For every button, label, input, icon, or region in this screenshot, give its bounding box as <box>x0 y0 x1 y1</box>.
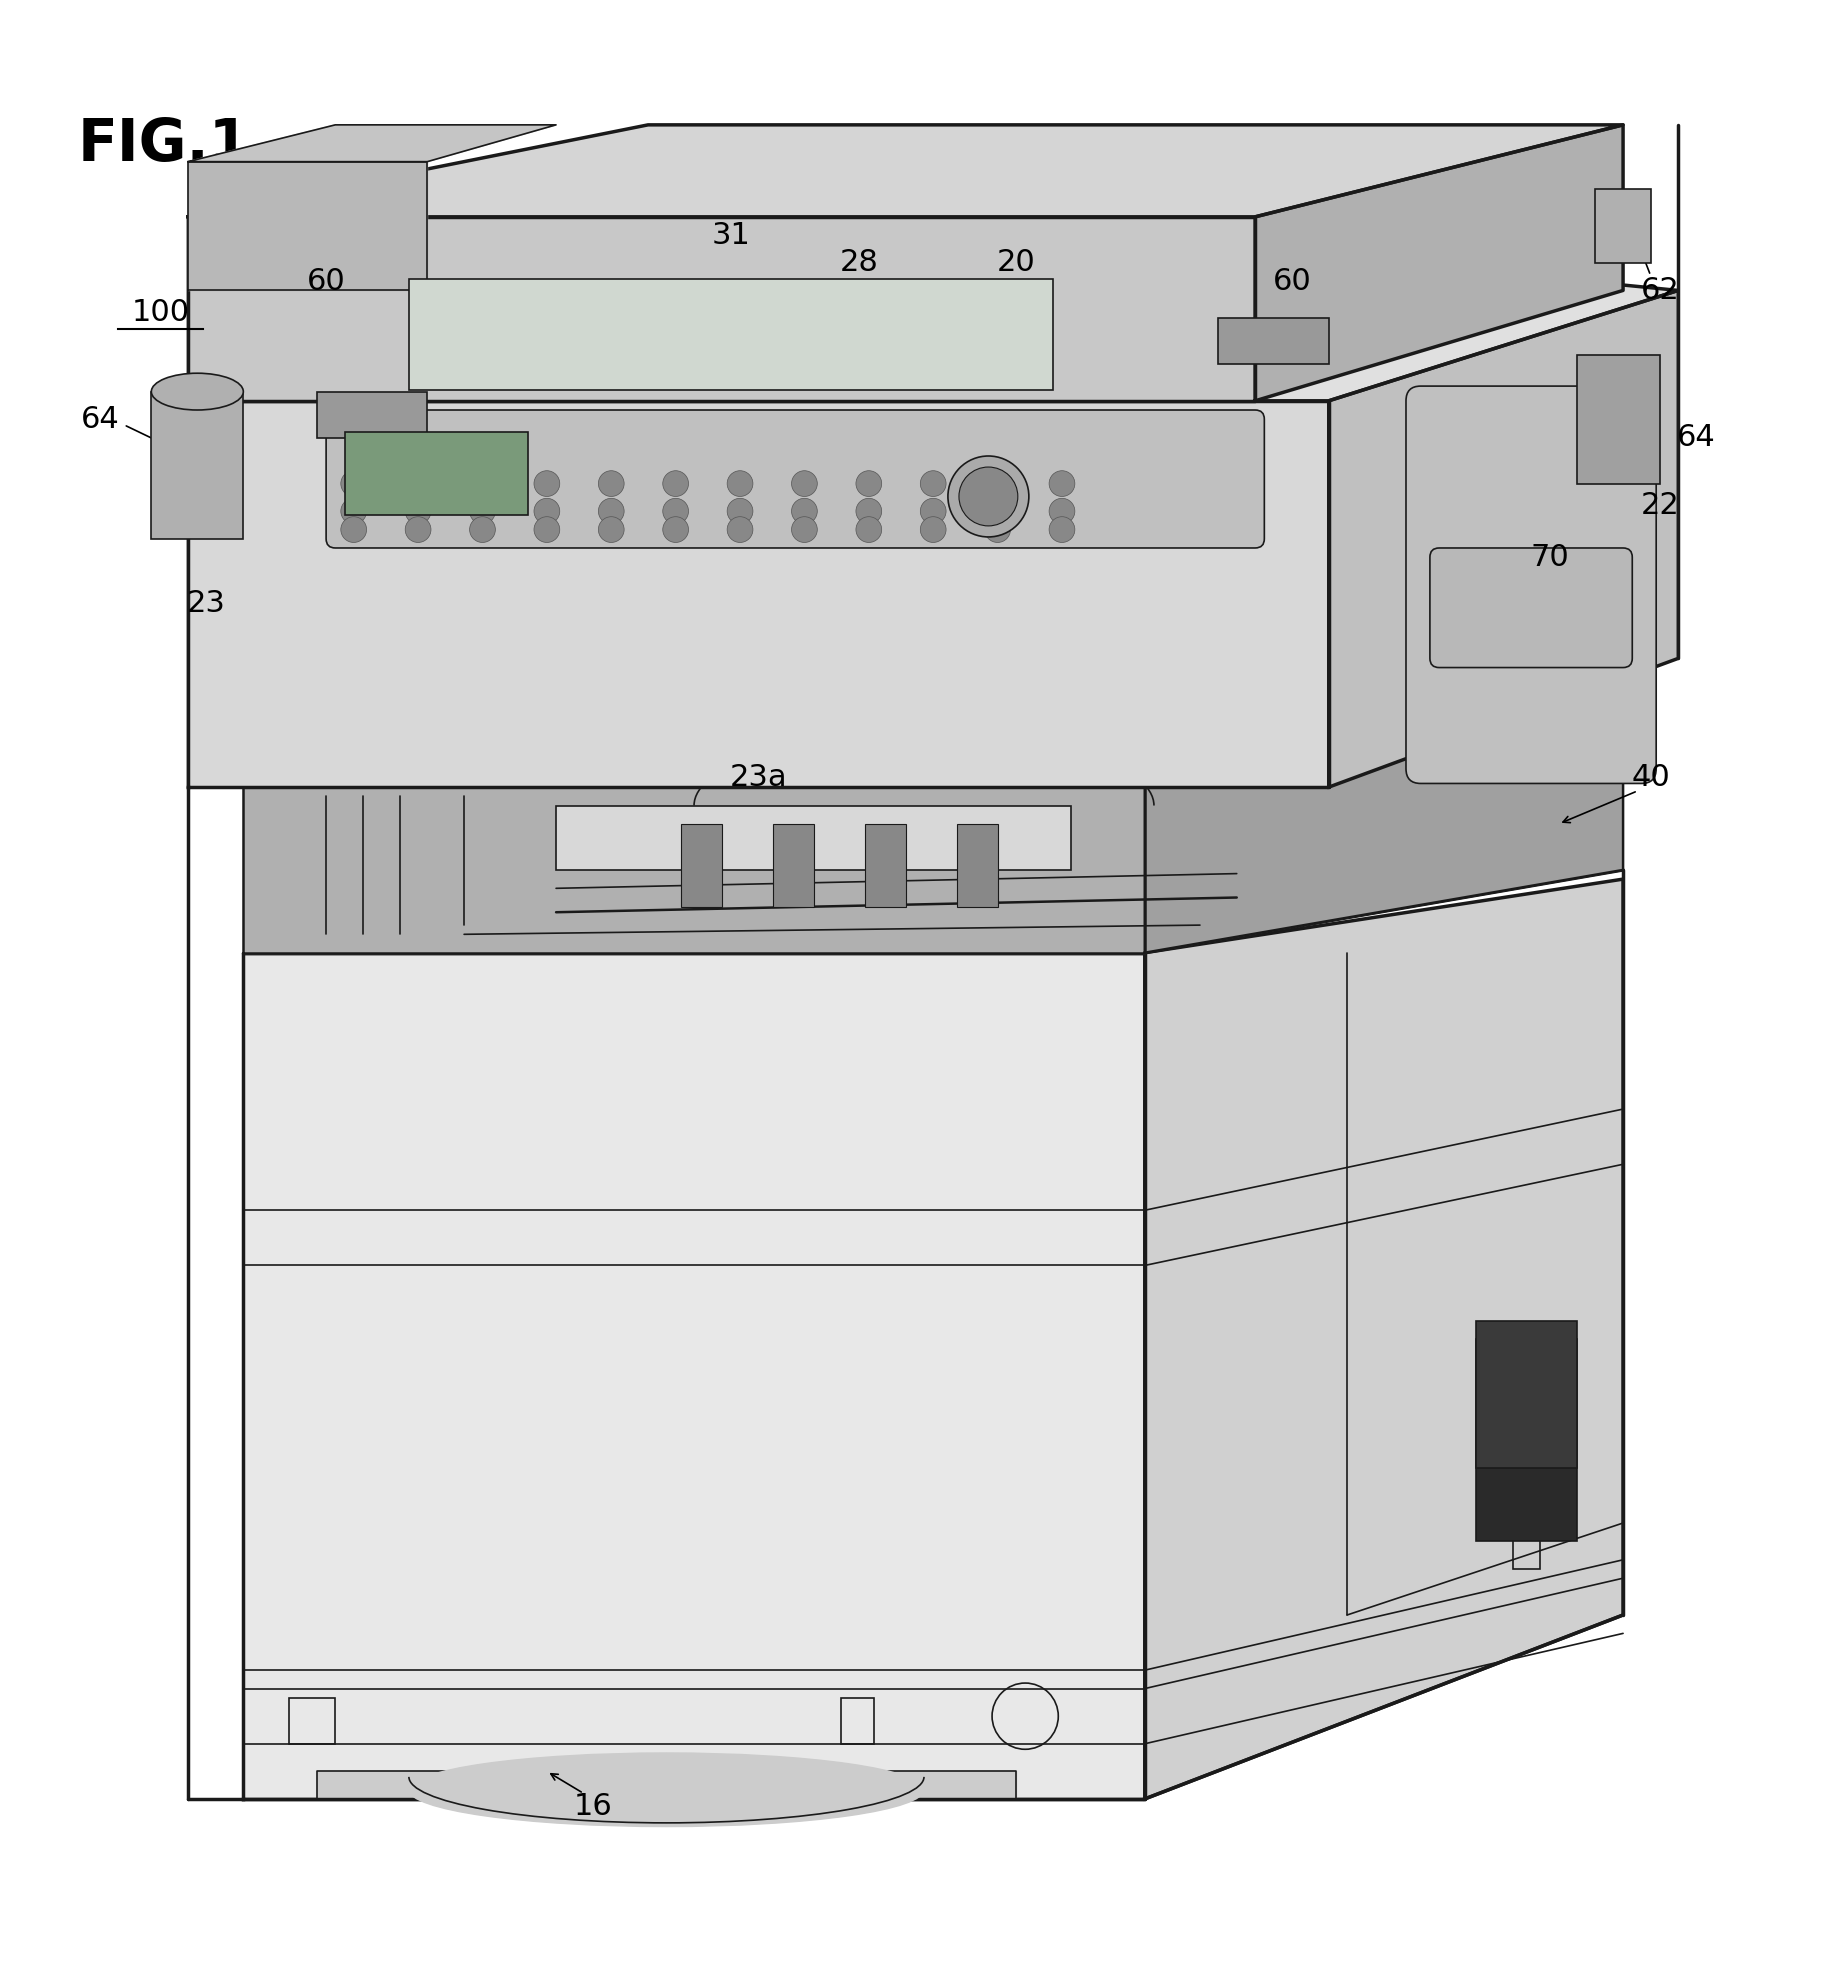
Circle shape <box>534 471 560 497</box>
Bar <box>556 805 1072 871</box>
Text: 62: 62 <box>1641 275 1680 305</box>
Circle shape <box>405 471 431 497</box>
Bar <box>152 392 244 538</box>
Polygon shape <box>188 218 1255 402</box>
Bar <box>1595 190 1650 263</box>
Circle shape <box>599 471 625 497</box>
Text: 23a: 23a <box>730 764 787 792</box>
Bar <box>316 392 427 437</box>
Circle shape <box>469 517 495 542</box>
Circle shape <box>405 499 431 524</box>
Circle shape <box>340 471 366 497</box>
Circle shape <box>469 471 495 497</box>
Polygon shape <box>188 125 556 162</box>
Circle shape <box>948 455 1029 536</box>
Circle shape <box>726 517 752 542</box>
Text: 23: 23 <box>187 588 225 617</box>
FancyBboxPatch shape <box>1406 386 1656 784</box>
Bar <box>408 279 1053 390</box>
Text: 16: 16 <box>573 1791 612 1821</box>
Circle shape <box>959 467 1018 526</box>
Polygon shape <box>244 621 1623 788</box>
Circle shape <box>856 517 881 542</box>
Circle shape <box>534 499 560 524</box>
Circle shape <box>726 471 752 497</box>
Circle shape <box>663 471 689 497</box>
Circle shape <box>663 499 689 524</box>
Polygon shape <box>244 788 1144 952</box>
Circle shape <box>985 517 1011 542</box>
Polygon shape <box>188 162 427 291</box>
Circle shape <box>1050 517 1076 542</box>
Circle shape <box>405 517 431 542</box>
Circle shape <box>920 517 946 542</box>
Circle shape <box>1050 499 1076 524</box>
Circle shape <box>726 499 752 524</box>
Polygon shape <box>1255 125 1623 402</box>
Text: 60: 60 <box>307 267 346 295</box>
Text: 20: 20 <box>996 247 1035 277</box>
Polygon shape <box>188 402 1329 788</box>
Bar <box>1477 1340 1576 1542</box>
Polygon shape <box>1144 714 1623 952</box>
Ellipse shape <box>152 374 244 410</box>
Text: 22: 22 <box>1641 491 1680 520</box>
Text: 64: 64 <box>81 404 120 433</box>
FancyBboxPatch shape <box>325 410 1264 548</box>
Circle shape <box>920 499 946 524</box>
Bar <box>1576 354 1660 483</box>
Polygon shape <box>316 1771 1016 1799</box>
Circle shape <box>791 471 817 497</box>
Circle shape <box>469 499 495 524</box>
Ellipse shape <box>408 1753 924 1827</box>
FancyBboxPatch shape <box>1430 548 1632 667</box>
Text: 70: 70 <box>1530 542 1569 572</box>
Bar <box>344 431 529 515</box>
Bar <box>1218 319 1329 364</box>
Polygon shape <box>244 952 1144 1799</box>
Text: 40: 40 <box>1632 764 1671 792</box>
Text: FIG.1: FIG.1 <box>78 115 249 172</box>
Circle shape <box>985 471 1011 497</box>
Circle shape <box>599 499 625 524</box>
Bar <box>1477 1320 1576 1468</box>
Text: 64: 64 <box>1678 424 1717 451</box>
Bar <box>772 823 813 906</box>
Text: 100: 100 <box>131 299 190 327</box>
Bar <box>957 823 998 906</box>
Bar <box>1514 1532 1539 1569</box>
Circle shape <box>985 499 1011 524</box>
Bar <box>290 1698 334 1743</box>
Polygon shape <box>1329 291 1678 788</box>
Bar <box>682 823 721 906</box>
Circle shape <box>920 471 946 497</box>
Text: 31: 31 <box>711 222 750 249</box>
Polygon shape <box>1144 879 1623 1799</box>
Circle shape <box>856 499 881 524</box>
Text: 28: 28 <box>841 247 880 277</box>
Circle shape <box>791 499 817 524</box>
Text: 60: 60 <box>1273 267 1312 295</box>
Circle shape <box>340 499 366 524</box>
Circle shape <box>534 517 560 542</box>
Circle shape <box>340 517 366 542</box>
Circle shape <box>599 517 625 542</box>
Bar <box>865 823 906 906</box>
Circle shape <box>1050 471 1076 497</box>
Polygon shape <box>188 198 1678 402</box>
Circle shape <box>856 471 881 497</box>
Polygon shape <box>188 125 1623 218</box>
Circle shape <box>791 517 817 542</box>
Circle shape <box>663 517 689 542</box>
Bar <box>841 1698 874 1743</box>
